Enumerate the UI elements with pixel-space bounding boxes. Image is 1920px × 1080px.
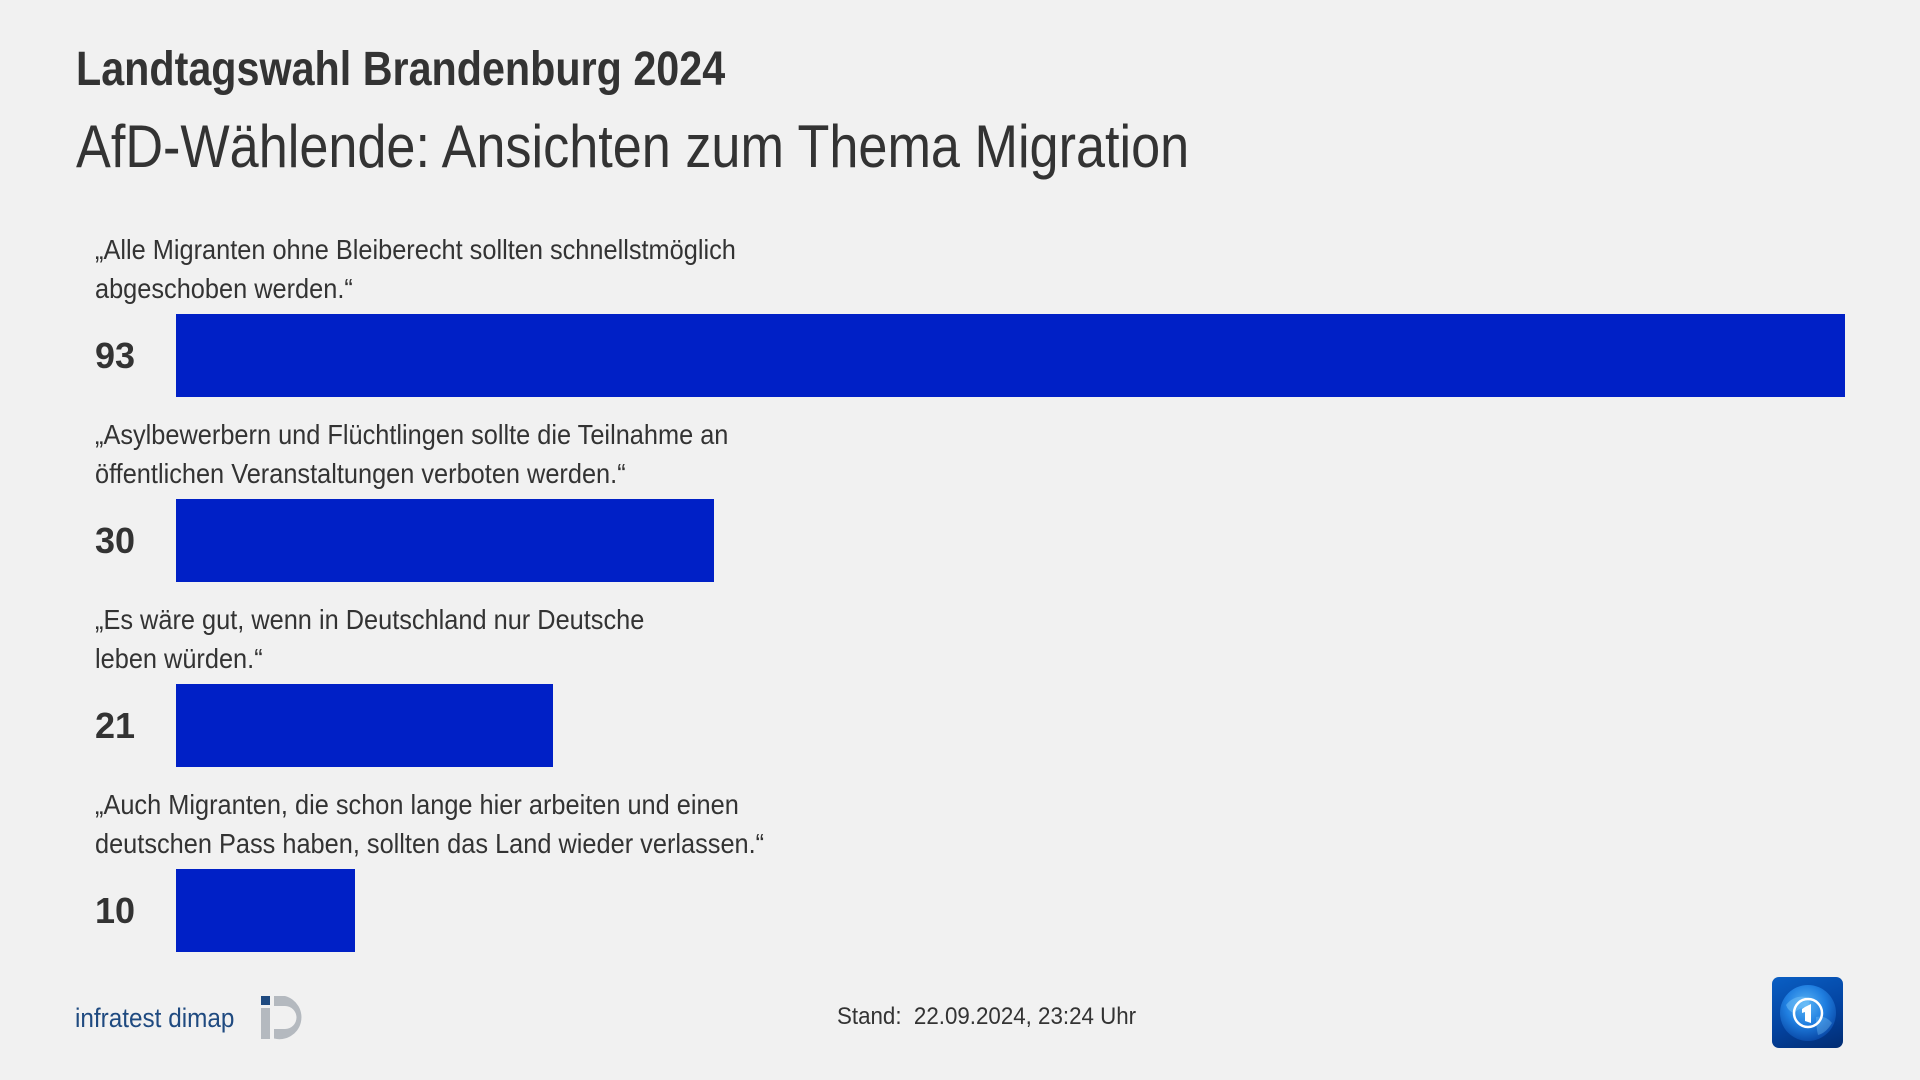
tagesschau-logo-icon [1772,977,1843,1048]
question-line: „Alle Migranten ohne Bleiberecht sollten… [95,234,736,265]
bar [176,869,356,952]
bar [176,314,1845,397]
chart-title: Landtagswahl Brandenburg 2024 [76,43,726,96]
value-label: 30 [95,520,136,561]
chart-row: „Es wäre gut, wenn in Deutschland nur De… [0,600,1920,785]
infratest-dimap-logo-icon [261,995,307,1041]
chart-subtitle: AfD-Wählende: Ansichten zum Thema Migrat… [76,113,1190,180]
question-label: „Asylbewerbern und Flüchtlingen sollte d… [95,415,728,493]
infratest-dimap-wordmark: infratest dimap [75,1002,235,1033]
question-line: leben würden.“ [95,643,263,674]
value-label: 21 [95,705,136,746]
question-label: „Auch Migranten, die schon lange hier ar… [95,785,764,863]
question-line: abgeschoben werden.“ [95,273,353,304]
value-label: 10 [95,890,136,931]
question-label: „Alle Migranten ohne Bleiberecht sollten… [95,230,736,308]
infratest-dimap-logo: infratest dimap [75,994,307,1042]
question-label: „Es wäre gut, wenn in Deutschland nur De… [95,600,644,678]
timestamp-label: Stand: 22.09.2024, 23:24 Uhr [837,1003,1137,1030]
chart-row: „Auch Migranten, die schon lange hier ar… [0,785,1920,970]
chart-row: „Alle Migranten ohne Bleiberecht sollten… [0,230,1920,415]
chart-row: „Asylbewerbern und Flüchtlingen sollte d… [0,415,1920,600]
question-line: „Es wäre gut, wenn in Deutschland nur De… [95,604,645,635]
value-label: 93 [95,335,136,376]
question-line: öffentlichen Veranstaltungen verboten we… [95,458,626,489]
question-line: deutschen Pass haben, sollten das Land w… [95,828,765,859]
bar [176,684,553,767]
question-line: „Auch Migranten, die schon lange hier ar… [95,789,739,820]
question-line: „Asylbewerbern und Flüchtlingen sollte d… [95,419,729,450]
bar [176,499,715,582]
